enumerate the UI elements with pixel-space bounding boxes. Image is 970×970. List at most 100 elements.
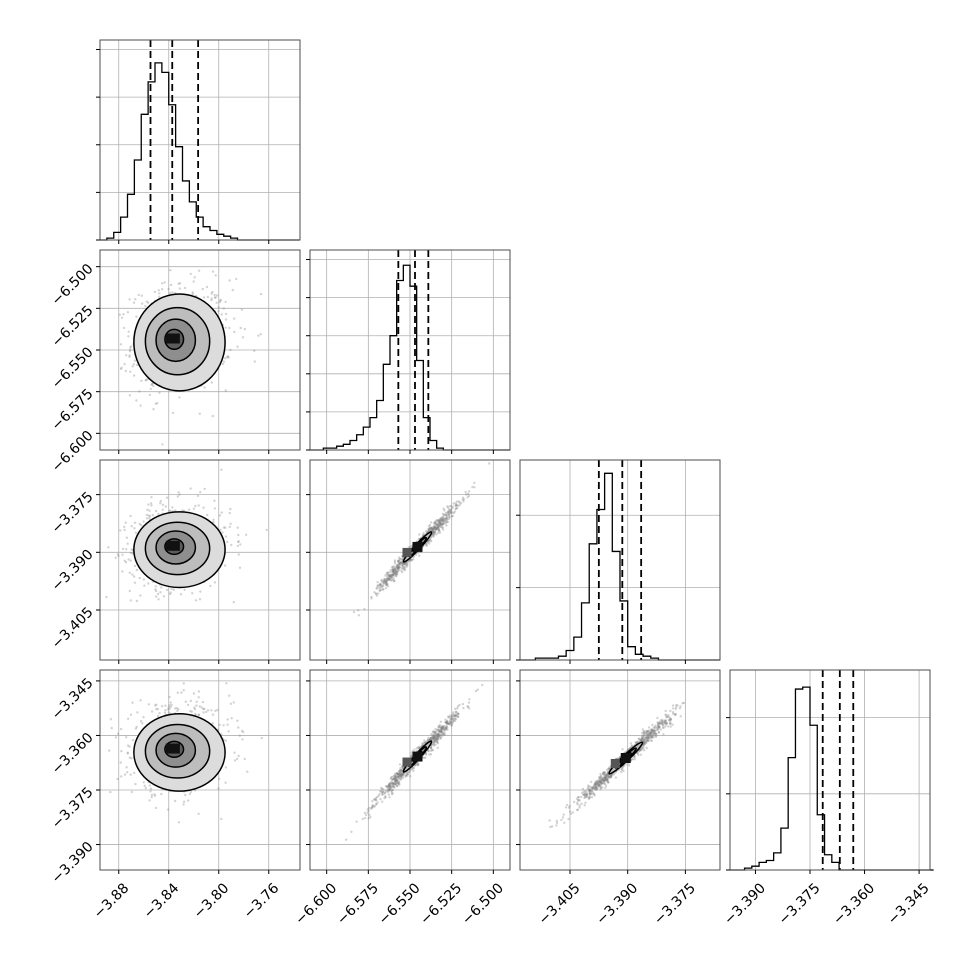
scatter-point bbox=[379, 582, 382, 586]
scatter-point bbox=[640, 738, 643, 742]
scatter-point bbox=[447, 715, 450, 718]
scatter-point bbox=[148, 784, 151, 787]
scatter-point bbox=[439, 517, 442, 521]
scatter-point bbox=[647, 726, 651, 729]
scatter-point bbox=[130, 548, 133, 551]
scatter-point bbox=[555, 824, 558, 827]
scatter-point bbox=[412, 769, 415, 773]
scatter-point bbox=[392, 578, 395, 581]
scatter-point bbox=[444, 728, 447, 731]
scatter-point bbox=[117, 554, 120, 558]
scatter-point bbox=[433, 738, 437, 741]
scatter-point bbox=[397, 772, 400, 775]
scatter-point bbox=[446, 720, 449, 724]
scatter-point bbox=[218, 514, 222, 517]
scatter-point bbox=[445, 721, 449, 724]
scatter-point bbox=[157, 598, 160, 601]
scatter-point bbox=[466, 705, 470, 708]
scatter-point bbox=[572, 800, 576, 804]
scatter-point bbox=[658, 722, 662, 725]
scatter-point bbox=[630, 757, 633, 761]
scatter-point bbox=[639, 753, 643, 756]
scatter-point bbox=[610, 774, 613, 777]
scatter-point bbox=[366, 811, 369, 814]
scatter-point bbox=[445, 516, 448, 520]
scatter-point bbox=[387, 571, 390, 574]
scatter-point bbox=[119, 761, 123, 764]
scatter-point bbox=[649, 732, 652, 736]
scatter-point bbox=[397, 781, 400, 784]
scatter-point bbox=[230, 543, 233, 547]
scatter-point bbox=[602, 780, 606, 784]
scatter-point bbox=[593, 785, 596, 788]
scatter-point bbox=[375, 798, 378, 802]
scatter-point bbox=[396, 560, 400, 563]
scatter-point bbox=[441, 517, 445, 520]
scatter-point bbox=[682, 701, 686, 705]
scatter-point bbox=[454, 714, 457, 718]
scatter-point bbox=[148, 799, 151, 802]
scatter-point bbox=[389, 784, 393, 788]
scatter-point bbox=[437, 519, 440, 522]
scatter-point bbox=[653, 725, 657, 729]
scatter-point bbox=[434, 527, 437, 530]
scatter-point bbox=[437, 725, 440, 728]
scatter-point bbox=[197, 812, 200, 815]
scatter-point bbox=[236, 544, 240, 548]
scatter-point bbox=[433, 532, 436, 535]
scatter-point bbox=[390, 574, 393, 577]
scatter-point bbox=[237, 754, 240, 758]
scatter-point bbox=[445, 721, 448, 724]
scatter-point bbox=[429, 746, 432, 749]
scatter-point bbox=[394, 782, 397, 785]
scatter-point bbox=[635, 741, 639, 744]
scatter-point bbox=[370, 597, 373, 600]
scatter-point bbox=[432, 531, 435, 535]
scatter-point bbox=[364, 813, 368, 817]
scatter-point bbox=[467, 707, 471, 710]
scatter-point bbox=[445, 720, 449, 723]
scatter-point bbox=[432, 743, 436, 746]
scatter-point bbox=[603, 779, 607, 782]
scatter-point bbox=[394, 778, 398, 781]
scatter-point bbox=[436, 740, 439, 744]
scatter-point bbox=[437, 531, 440, 535]
scatter-point bbox=[587, 784, 590, 787]
scatter-point bbox=[599, 783, 602, 787]
scatter-point bbox=[644, 736, 647, 739]
scatter-point bbox=[471, 485, 474, 489]
scatter-point bbox=[228, 694, 231, 697]
scatter-point bbox=[392, 786, 395, 789]
scatter-point bbox=[181, 509, 184, 512]
scatter-point bbox=[448, 720, 452, 723]
scatter-point bbox=[395, 565, 399, 568]
scatter-point bbox=[436, 737, 439, 740]
scatter-point bbox=[387, 577, 390, 580]
scatter-point bbox=[201, 287, 204, 291]
scatter-point bbox=[598, 784, 601, 788]
scatter-point bbox=[607, 767, 610, 771]
scatter-point bbox=[434, 525, 437, 528]
scatter-point bbox=[209, 584, 212, 588]
scatter-point bbox=[432, 534, 435, 537]
scatter-point bbox=[398, 773, 402, 777]
histogram-step-line bbox=[520, 472, 720, 661]
scatter-point bbox=[156, 708, 160, 711]
scatter-point bbox=[130, 790, 133, 794]
scatter-point bbox=[382, 788, 385, 791]
scatter-point bbox=[638, 750, 641, 753]
scatter-point bbox=[444, 721, 447, 724]
scatter-point bbox=[396, 772, 400, 776]
scatter-point bbox=[449, 719, 452, 722]
scatter-point bbox=[585, 795, 588, 798]
scatter-point bbox=[431, 749, 435, 752]
scatter-point bbox=[437, 733, 440, 737]
scatter-point bbox=[642, 738, 646, 741]
scatter-point bbox=[432, 730, 435, 733]
scatter-point bbox=[456, 506, 459, 510]
scatter-point bbox=[433, 525, 436, 529]
scatter-point bbox=[437, 525, 440, 528]
scatter-point bbox=[412, 766, 415, 769]
scatter-point bbox=[392, 571, 396, 574]
scatter-point bbox=[213, 507, 217, 510]
